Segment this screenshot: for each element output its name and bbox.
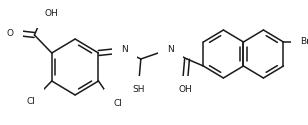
Text: Br: Br — [300, 38, 308, 46]
Text: N: N — [167, 44, 174, 54]
Text: N: N — [121, 44, 128, 54]
Text: OH: OH — [178, 86, 192, 94]
Text: Cl: Cl — [26, 96, 35, 106]
Text: Cl: Cl — [113, 98, 122, 108]
Text: O: O — [7, 28, 14, 38]
Text: SH: SH — [133, 86, 145, 94]
Text: OH: OH — [45, 10, 59, 18]
